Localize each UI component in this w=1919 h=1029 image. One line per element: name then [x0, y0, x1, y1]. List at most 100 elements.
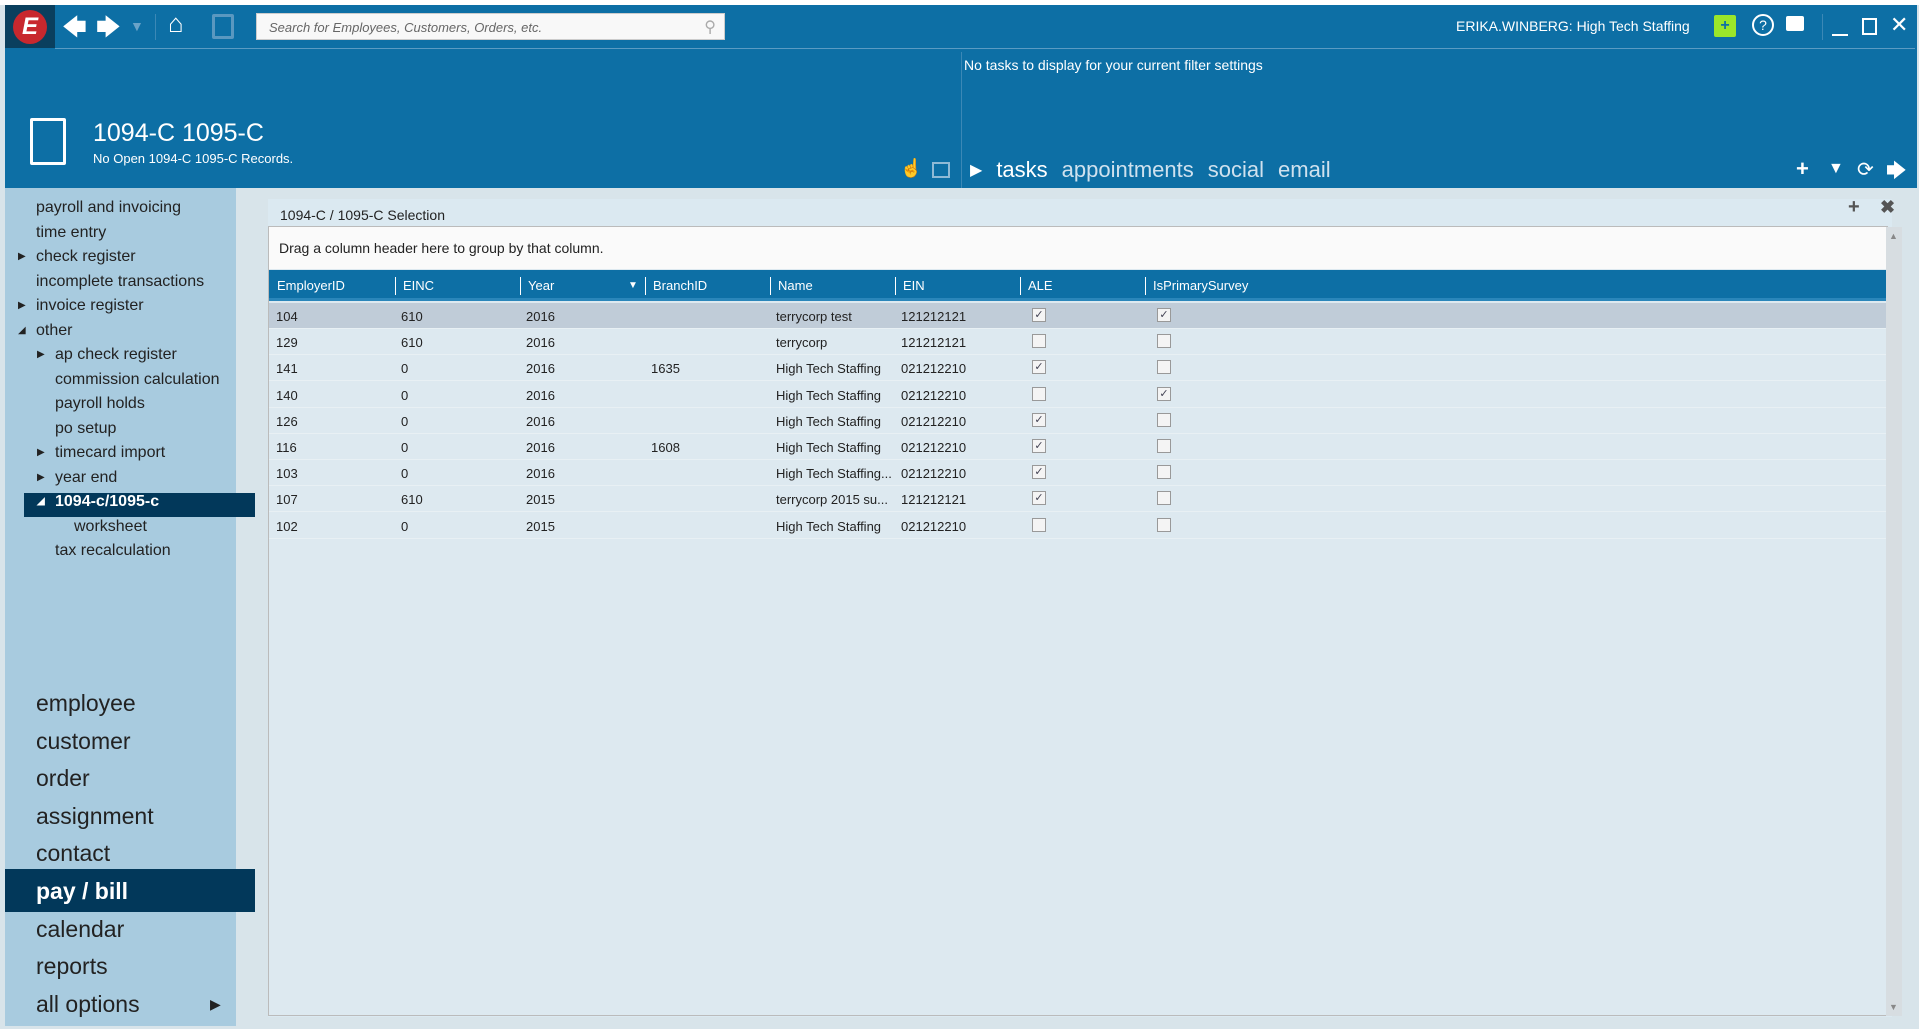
primary-survey-checkbox[interactable] [1157, 491, 1171, 506]
expand-arrow-icon[interactable]: ▶ [18, 300, 26, 311]
sidebar-item[interactable]: po setup [55, 420, 116, 438]
table-row[interactable]: 116 0 2016 1608 High Tech Staffing 021212210 ✓ [269, 434, 1886, 460]
close-panel-icon[interactable]: ✖ [1880, 197, 1896, 217]
column-header[interactable]: ALE [1020, 277, 1145, 295]
arrow-right-icon[interactable]: 🡆 [1886, 160, 1907, 182]
table-row[interactable]: 141 0 2016 1635 High Tech Staffing 021212210 ✓ [269, 355, 1886, 382]
column-filter-icon[interactable]: ▼ [628, 280, 638, 291]
main-nav-item[interactable]: calendar [36, 915, 125, 942]
primary-survey-checkbox[interactable] [1157, 412, 1171, 427]
help-icon[interactable]: ? [1752, 14, 1774, 36]
chat-icon[interactable] [1786, 16, 1804, 31]
scroll-up-icon[interactable]: ▲ [1889, 231, 1898, 241]
column-header[interactable]: BranchID [645, 277, 770, 295]
table-row[interactable]: 103 0 2016 High Tech Staffing... 021212210 ✓ [269, 460, 1886, 487]
ale-checkbox[interactable]: ✓ [1032, 308, 1046, 322]
sidebar-item[interactable]: ▶ timecard import [37, 444, 165, 462]
ale-checkbox[interactable] [1032, 334, 1046, 349]
primary-survey-checkbox[interactable] [1157, 465, 1171, 480]
group-by-bar[interactable]: Drag a column header here to group by th… [269, 227, 1886, 269]
sidebar-item[interactable]: payroll and invoicing [36, 199, 181, 217]
add-task-icon[interactable]: + [1796, 156, 1809, 181]
sidebar-item[interactable]: commission calculation [55, 371, 220, 389]
column-header[interactable]: IsPrimarySurvey [1145, 277, 1270, 295]
expand-arrow-icon[interactable]: ▶ [37, 471, 45, 483]
column-header[interactable]: Name [770, 277, 895, 295]
main-nav-item[interactable]: pay / bill [36, 878, 129, 904]
home-icon[interactable]: ⌂ [168, 8, 184, 38]
sidebar-item[interactable]: incomplete transactions [36, 273, 204, 291]
add-panel-icon[interactable]: + [1848, 196, 1860, 218]
vertical-scrollbar[interactable]: ▲ ▼ [1886, 227, 1902, 1016]
sidebar-item[interactable]: tax recalculation [55, 542, 171, 560]
expand-arrow-icon[interactable]: ▶ [18, 251, 26, 262]
table-row[interactable]: 129 610 2016 terrycorp 121212121 [269, 329, 1886, 356]
expand-arrow-icon[interactable]: ▶ [37, 447, 45, 458]
app-logo[interactable]: E [5, 5, 55, 48]
sidebar-item[interactable]: ◢ 1094-c/1095-c [37, 493, 159, 511]
minimize-icon[interactable] [1832, 34, 1848, 36]
main-nav-item[interactable]: reports [36, 953, 108, 980]
sidebar-item[interactable]: ▶ ap check register [37, 346, 177, 364]
tab-tasks[interactable]: tasks [996, 157, 1048, 182]
search-icon[interactable]: ⚲ [704, 19, 716, 36]
back-icon[interactable]: 🡄 [62, 14, 87, 41]
ale-checkbox[interactable]: ✓ [1032, 360, 1046, 375]
main-nav-item[interactable]: employee [36, 690, 136, 716]
search-input[interactable]: Search for Employees, Customers, Orders,… [256, 13, 725, 40]
column-header[interactable]: Year [520, 277, 645, 295]
save-icon[interactable] [212, 14, 234, 39]
column-header[interactable]: EINC [395, 277, 520, 295]
add-record-icon[interactable]: + [1714, 15, 1736, 37]
ale-checkbox[interactable] [1032, 517, 1046, 532]
column-header[interactable]: EmployerID [277, 278, 345, 293]
main-nav-item[interactable]: contact [36, 840, 111, 867]
expand-arrow-icon[interactable]: ▶ [37, 349, 45, 360]
tab-email[interactable]: email [1278, 157, 1331, 182]
sidebar-item[interactable]: payroll holds [55, 395, 145, 413]
table-row[interactable]: 126 0 2016 High Tech Staffing 021212210 ✓ [269, 408, 1886, 434]
ale-checkbox[interactable]: ✓ [1032, 465, 1046, 480]
main-nav-item[interactable]: customer [36, 727, 131, 754]
table-row[interactable]: 107 610 2015 terrycorp 2015 su... 121212121 ✓ [269, 486, 1886, 513]
tab-social[interactable]: social [1207, 157, 1265, 182]
collapse-arrow-icon[interactable]: ◢ [37, 496, 45, 507]
table-cell: 2016 [526, 440, 555, 455]
filter-icon[interactable]: ▼ [1828, 160, 1844, 177]
primary-survey-checkbox[interactable]: ✓ [1157, 386, 1171, 401]
main-nav-item[interactable]: order [36, 765, 90, 792]
table-row[interactable]: 102 0 2015 High Tech Staffing 021212210 [269, 513, 1886, 539]
table-row[interactable]: 140 0 2016 High Tech Staffing 021212210 ✓ [269, 382, 1886, 408]
ale-checkbox[interactable]: ✓ [1032, 439, 1046, 453]
sidebar-item[interactable]: ▶ year end [37, 469, 117, 487]
collapse-arrow-icon[interactable]: ◢ [18, 324, 26, 336]
scroll-down-icon[interactable]: ▼ [1889, 1002, 1898, 1012]
maximize-icon[interactable] [1862, 18, 1877, 35]
pointer-icon[interactable]: ☝ [900, 158, 923, 178]
primary-survey-checkbox[interactable] [1157, 360, 1171, 375]
sidebar-item[interactable]: ◢ other [18, 322, 72, 340]
primary-survey-checkbox[interactable] [1157, 439, 1171, 453]
main-nav-item[interactable]: all options [36, 990, 140, 1017]
history-dropdown-icon[interactable]: ▼ [130, 18, 144, 34]
expand-tasks-icon[interactable]: ▶ [970, 162, 983, 179]
refresh-icon[interactable]: ⟳ [1857, 159, 1874, 181]
main-nav-item[interactable]: assignment [36, 802, 154, 829]
forward-icon[interactable]: 🡆 [96, 14, 121, 41]
primary-survey-checkbox[interactable]: ✓ [1157, 308, 1171, 322]
ale-checkbox[interactable] [1032, 386, 1046, 401]
ale-checkbox[interactable]: ✓ [1032, 491, 1046, 506]
sidebar-item[interactable]: ▶ invoice register [18, 297, 144, 315]
tab-appointments[interactable]: appointments [1061, 157, 1194, 182]
ale-checkbox[interactable]: ✓ [1032, 412, 1046, 427]
primary-survey-checkbox[interactable] [1157, 334, 1171, 349]
popout-icon[interactable] [932, 162, 950, 178]
sidebar-item[interactable]: time entry [36, 224, 106, 242]
sidebar-item[interactable]: ▶ check register [18, 248, 136, 266]
sidebar-item[interactable]: worksheet [74, 518, 147, 536]
close-window-icon[interactable]: ✕ [1890, 12, 1909, 37]
all-options-arrow-icon[interactable]: ▶ [210, 996, 221, 1012]
column-header[interactable]: EIN [895, 277, 1020, 295]
table-row[interactable]: 104 610 2016 terrycorp test 121212121 ✓ ✓ [269, 303, 1886, 329]
primary-survey-checkbox[interactable] [1157, 517, 1171, 532]
